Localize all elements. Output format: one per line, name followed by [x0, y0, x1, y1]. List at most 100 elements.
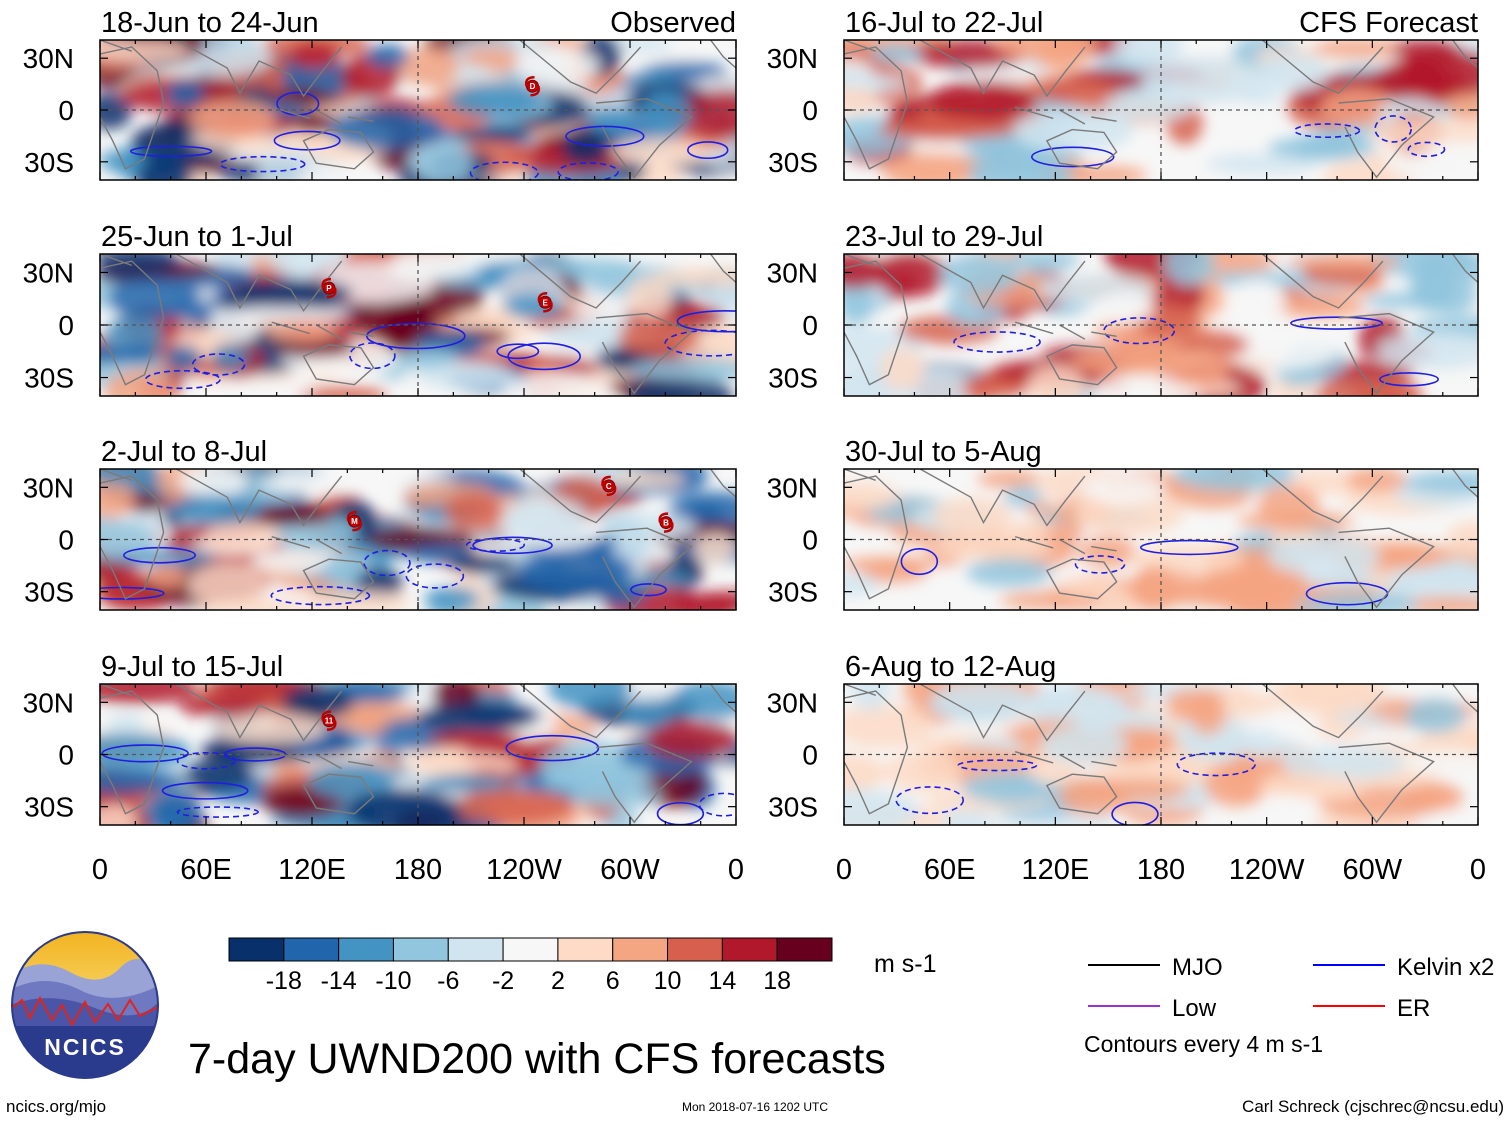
kelvin-contour [270, 585, 371, 606]
wind-anomaly-blob [100, 768, 181, 795]
wind-anomaly-blob [844, 573, 881, 597]
coastline [1014, 751, 1117, 770]
kelvin-contour [100, 586, 165, 600]
wind-anomaly-blob [1059, 575, 1116, 599]
wind-anomaly-blob [1007, 254, 1080, 271]
coastline [919, 40, 1086, 98]
wind-anomaly-blob [1346, 469, 1407, 493]
colorbar-swatch [338, 937, 394, 962]
wind-anomaly-blob [626, 276, 673, 320]
coastline [302, 773, 375, 815]
colorbar-tick-label: 10 [654, 967, 682, 995]
legend-label: MJO [1172, 954, 1223, 981]
coastline [844, 475, 909, 600]
wind-anomaly-blob [100, 732, 192, 771]
wind-anomaly-blob [275, 338, 355, 358]
wind-anomaly-blob [885, 750, 961, 793]
kelvin-contour [505, 734, 600, 762]
coastline [844, 260, 909, 386]
coastline [596, 98, 693, 179]
panel-date-range: 23-Jul to 29-Jul [845, 221, 1043, 253]
kelvin-contour [900, 547, 939, 576]
wind-anomaly-blob [849, 684, 891, 711]
wind-anomaly-blob [1205, 270, 1326, 288]
kelvin-contour [469, 161, 539, 180]
coastline [844, 684, 1478, 713]
colorbar-swatch [667, 937, 723, 962]
wind-anomaly-blob [1131, 565, 1178, 610]
colorbar-swatch [502, 937, 559, 962]
coastline [1014, 106, 1117, 125]
coastline [302, 344, 375, 386]
wind-anomaly-blob [100, 480, 136, 519]
wind-anomaly-blob [1142, 56, 1267, 105]
kelvin-contour [664, 329, 736, 357]
kelvin-contour [895, 786, 965, 815]
wind-anomaly-blob [961, 379, 1032, 396]
wind-anomaly-blob [151, 791, 203, 825]
wind-anomaly-blob [569, 784, 664, 809]
y-tick-label: 0 [58, 310, 74, 341]
wind-anomaly-blob [203, 521, 279, 553]
wind-anomaly-blob [1067, 778, 1190, 802]
wind-anomaly-blob [844, 278, 874, 325]
y-tick-label: 30N [767, 257, 818, 288]
x-tick-label: 180 [1137, 854, 1185, 886]
kelvin-contour [1103, 317, 1176, 345]
kelvin-contour [129, 145, 213, 158]
colorbar-tick-label: -10 [375, 967, 411, 995]
coastline [1338, 742, 1435, 824]
wind-anomaly-blob [933, 532, 1053, 562]
wind-anomaly-blob [693, 532, 736, 564]
wind-anomaly-blob [1172, 469, 1295, 492]
coastline [271, 751, 374, 770]
panel-date-range: 18-Jun to 24-Jun [101, 7, 319, 39]
wind-anomaly-blob [968, 151, 1073, 180]
wind-anomaly-blob [165, 79, 205, 108]
kelvin-contour [630, 583, 667, 597]
kelvin-contour [1293, 123, 1361, 139]
wind-anomaly-blob [100, 254, 180, 276]
wind-anomaly-blob [1285, 254, 1402, 270]
y-tick-label: 0 [802, 310, 818, 341]
kelvin-contour [176, 751, 236, 770]
coastline [519, 469, 642, 524]
wind-anomaly-blob [844, 556, 938, 574]
wind-anomaly-blob [673, 594, 736, 610]
wind-anomaly-blob [872, 254, 948, 298]
kelvin-contour [366, 322, 466, 350]
storm-marker-label: D [530, 82, 536, 91]
colorbar-tick-label: 6 [606, 967, 620, 995]
coastline [175, 684, 343, 742]
map-panel: 30N 0 30S 23-Jul to 29-Jul [767, 221, 1479, 397]
wind-anomaly-blob [365, 44, 410, 69]
kelvin-contour [161, 781, 249, 800]
footer-right: Carl Schreck (cjschrec@ncsu.edu) [1242, 1097, 1504, 1116]
panel-date-range: 30-Jul to 5-Aug [845, 436, 1042, 468]
wind-anomaly-blob [259, 475, 346, 493]
x-tick-label: 120E [1021, 854, 1089, 886]
storm-marker: M [346, 510, 362, 532]
y-tick-label: 30N [23, 687, 74, 718]
storm-marker: E [537, 292, 553, 313]
legend: MJO Kelvin x2 Low ER [1088, 954, 1494, 1022]
coastline [1261, 40, 1384, 95]
wind-anomaly-blob [100, 804, 138, 825]
wind-anomaly-blob [282, 685, 354, 718]
kelvin-contour [472, 536, 553, 555]
wind-anomaly-blob [1180, 733, 1301, 763]
wind-anomaly-blob [1164, 254, 1215, 287]
wind-anomaly-blob [962, 771, 1058, 804]
y-tick-label: 0 [58, 525, 74, 556]
wind-anomaly-blob [977, 469, 1041, 489]
coastline [271, 321, 374, 340]
coastline [1261, 254, 1384, 309]
wind-anomaly-blob [1256, 52, 1330, 93]
kelvin-contour [176, 806, 259, 818]
legend-label: Low [1172, 995, 1217, 1022]
x-tick-label: 60W [1343, 854, 1403, 886]
wind-anomaly-blob [290, 112, 336, 134]
wind-anomaly-blob [1237, 96, 1283, 131]
kelvin-contour [405, 563, 465, 589]
